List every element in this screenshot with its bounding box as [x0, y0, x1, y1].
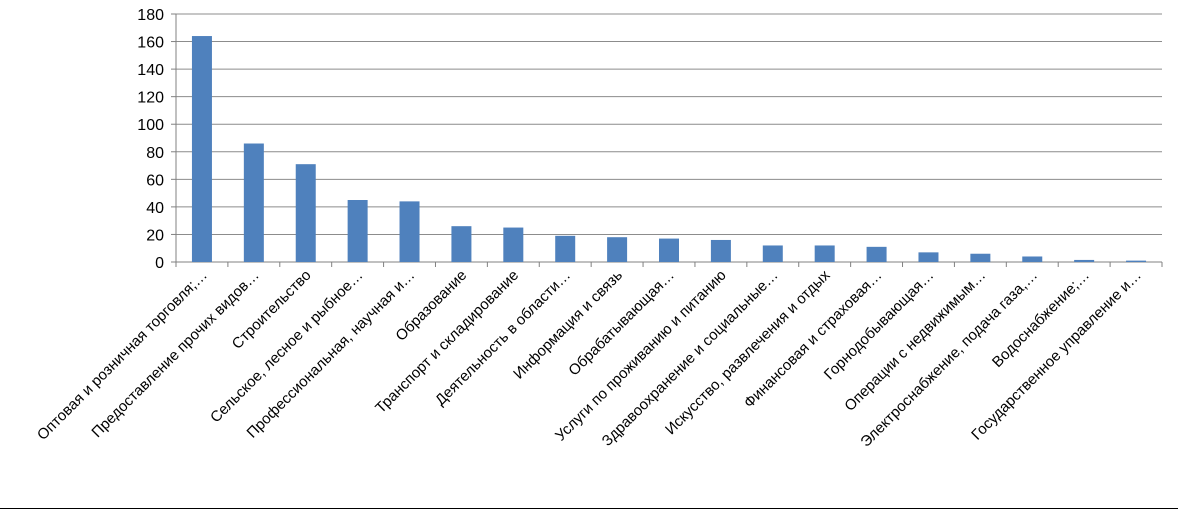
bar — [1126, 260, 1147, 262]
bar — [295, 164, 316, 262]
bar — [243, 143, 264, 262]
bar — [347, 200, 368, 262]
bar — [1022, 256, 1043, 262]
y-tick-label: 140 — [137, 62, 164, 79]
bar — [555, 235, 576, 262]
bars — [191, 36, 1147, 262]
y-tick-label: 20 — [146, 227, 164, 244]
axes — [171, 13, 1163, 267]
y-tick-label: 120 — [137, 90, 164, 107]
bar — [814, 245, 835, 262]
y-tick-label: 60 — [146, 172, 164, 189]
bar — [866, 246, 887, 262]
bar — [503, 227, 524, 262]
bar — [399, 201, 420, 262]
bar — [1074, 259, 1095, 262]
y-tick-label: 40 — [146, 200, 164, 217]
y-tick-label: 100 — [137, 117, 164, 134]
y-tick-labels: 0 20 40 60 80 100 120 140 160 180 — [137, 7, 164, 272]
y-tick-label: 180 — [137, 7, 164, 24]
bar — [659, 238, 679, 262]
x-category-label: Водоснабжение;… — [989, 267, 1093, 371]
bar — [607, 237, 628, 262]
y-tick-label: 160 — [137, 35, 164, 52]
gridlines — [176, 13, 1162, 235]
bar — [710, 239, 731, 262]
x-category-labels: Оптовая и розничная торговля;…Предоставл… — [34, 266, 1145, 450]
y-tick-label: 0 — [155, 255, 164, 272]
y-tick-label: 80 — [146, 145, 164, 162]
bar — [451, 226, 472, 262]
bar — [970, 253, 991, 262]
bar — [918, 252, 939, 262]
bar — [762, 245, 783, 262]
bar — [191, 36, 212, 262]
